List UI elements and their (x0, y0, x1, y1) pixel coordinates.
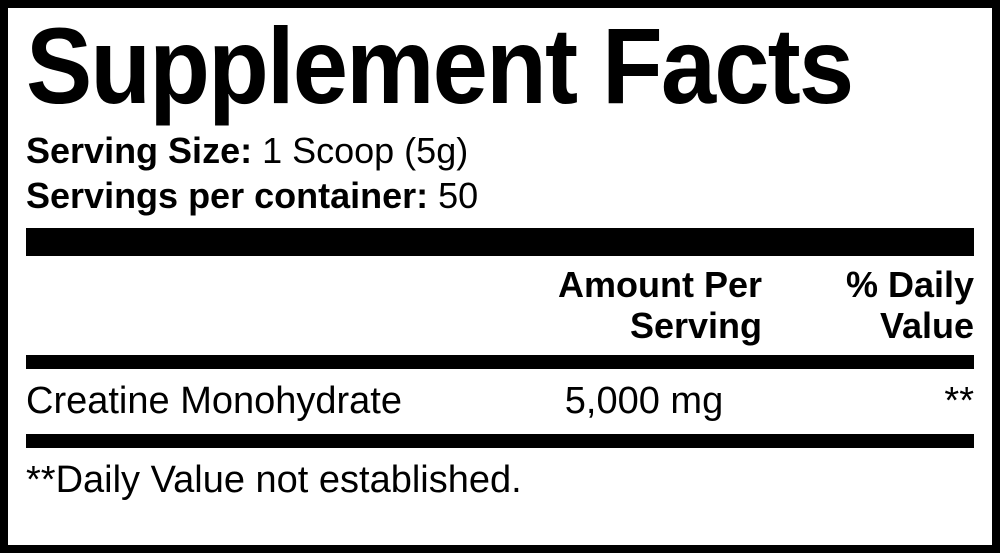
header-dv-line2: Value (794, 305, 974, 346)
servings-per-container-label: Servings per container: (26, 175, 428, 216)
dv-footnote: **Daily Value not established. (26, 454, 974, 508)
serving-size-value: 1 Scoop (5g) (252, 130, 468, 171)
header-amount-line2: Serving (462, 305, 762, 346)
rule-thick-top (26, 228, 974, 256)
servings-per-container-value: 50 (428, 175, 478, 216)
header-amount-line1: Amount Per (462, 264, 762, 305)
column-header-row: Amount Per Serving % Daily Value (26, 264, 974, 347)
panel-title: Supplement Facts (26, 12, 898, 120)
servings-per-container-line: Servings per container: 50 (26, 173, 974, 218)
header-amount-per-serving: Amount Per Serving (462, 264, 762, 347)
serving-size-label: Serving Size: (26, 130, 252, 171)
rule-med-under-rows (26, 434, 974, 448)
table-row: Creatine Monohydrate 5,000 mg ** (26, 375, 974, 429)
rule-med-under-header (26, 355, 974, 369)
serving-block: Serving Size: 1 Scoop (5g) Servings per … (26, 128, 974, 218)
header-dv-line1: % Daily (794, 264, 974, 305)
header-daily-value: % Daily Value (794, 264, 974, 347)
ingredient-name: Creatine Monohydrate (26, 379, 494, 425)
ingredient-amount: 5,000 mg (494, 379, 794, 425)
ingredient-dv: ** (794, 379, 974, 425)
supplement-facts-panel: Supplement Facts Serving Size: 1 Scoop (… (0, 0, 1000, 553)
serving-size-line: Serving Size: 1 Scoop (5g) (26, 128, 974, 173)
